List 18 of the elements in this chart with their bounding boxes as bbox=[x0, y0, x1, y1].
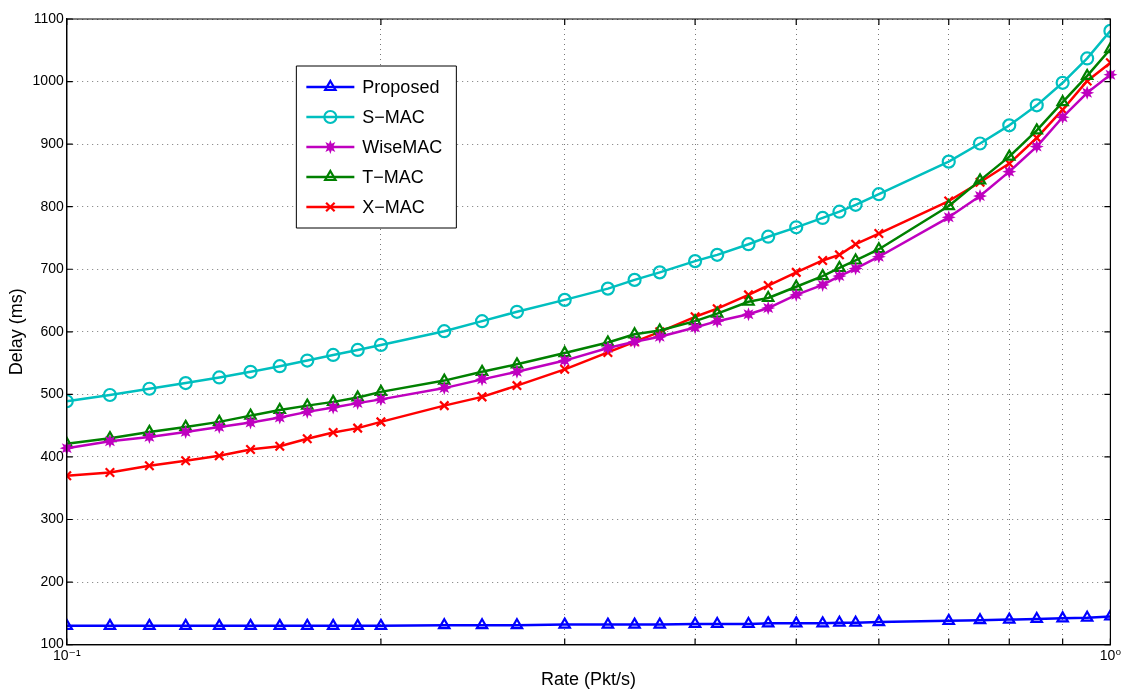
y-axis-title: Delay (ms) bbox=[5, 288, 26, 376]
y-tick-label: 200 bbox=[40, 572, 64, 589]
y-tick-label: 1000 bbox=[32, 72, 64, 89]
legend-label: T−MAC bbox=[362, 166, 424, 187]
y-tick-label: 700 bbox=[40, 260, 64, 277]
x-axis-title: Rate (Pkt/s) bbox=[541, 669, 637, 690]
legend-label: WiseMAC bbox=[362, 136, 443, 157]
y-tick-label: 400 bbox=[40, 447, 64, 464]
legend-label: Proposed bbox=[362, 76, 440, 97]
legend-label: X−MAC bbox=[362, 196, 425, 217]
y-tick-label: 300 bbox=[40, 510, 64, 527]
y-tick-label: 900 bbox=[40, 134, 64, 151]
y-tick-label: 500 bbox=[40, 385, 64, 402]
y-tick-label: 1100 bbox=[33, 9, 64, 26]
legend-label: S−MAC bbox=[362, 106, 425, 127]
x-tick-label: 10⁰ bbox=[1099, 646, 1122, 663]
y-tick-label: 600 bbox=[40, 322, 64, 339]
y-tick-label: 800 bbox=[40, 197, 64, 214]
